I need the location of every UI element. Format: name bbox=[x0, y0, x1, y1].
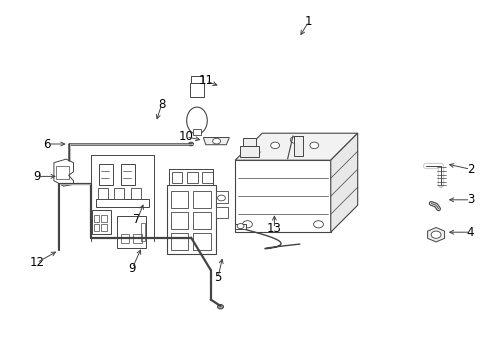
Text: 10: 10 bbox=[179, 130, 194, 143]
Circle shape bbox=[213, 138, 220, 144]
Bar bbox=[216, 207, 228, 218]
Bar bbox=[94, 215, 99, 222]
Bar bbox=[169, 169, 213, 185]
Circle shape bbox=[189, 142, 194, 146]
Text: 13: 13 bbox=[267, 222, 282, 235]
Bar bbox=[171, 191, 188, 208]
Circle shape bbox=[290, 137, 299, 143]
Circle shape bbox=[243, 221, 252, 228]
Circle shape bbox=[270, 142, 279, 149]
Polygon shape bbox=[203, 138, 229, 145]
Circle shape bbox=[251, 149, 260, 156]
Bar bbox=[121, 234, 129, 243]
Bar bbox=[172, 172, 182, 183]
Bar bbox=[114, 188, 124, 199]
Bar bbox=[92, 210, 111, 234]
Bar bbox=[56, 166, 69, 179]
Bar bbox=[235, 160, 331, 232]
Bar bbox=[193, 233, 211, 250]
Bar bbox=[94, 224, 99, 231]
Polygon shape bbox=[54, 159, 74, 186]
Bar bbox=[193, 191, 211, 208]
Text: 1: 1 bbox=[305, 15, 313, 28]
Bar bbox=[191, 76, 203, 83]
Polygon shape bbox=[235, 133, 358, 160]
Polygon shape bbox=[428, 228, 444, 242]
Circle shape bbox=[218, 305, 223, 309]
Bar bbox=[193, 212, 211, 229]
Bar bbox=[294, 136, 303, 156]
Bar bbox=[193, 129, 201, 135]
Bar bbox=[101, 224, 107, 231]
Text: 2: 2 bbox=[466, 163, 474, 176]
Circle shape bbox=[237, 224, 244, 229]
Text: 11: 11 bbox=[198, 75, 213, 87]
Text: 5: 5 bbox=[214, 271, 222, 284]
Polygon shape bbox=[331, 133, 358, 232]
Bar bbox=[101, 215, 107, 222]
Bar bbox=[190, 83, 204, 97]
Text: 9: 9 bbox=[33, 170, 41, 183]
Bar bbox=[167, 185, 216, 254]
Bar bbox=[243, 138, 256, 146]
Text: 4: 4 bbox=[466, 226, 474, 239]
Bar bbox=[133, 234, 142, 243]
Text: 3: 3 bbox=[466, 193, 474, 206]
Circle shape bbox=[218, 195, 225, 201]
Bar bbox=[99, 164, 113, 185]
Bar bbox=[117, 216, 146, 248]
Bar bbox=[216, 191, 228, 203]
Text: 9: 9 bbox=[128, 262, 136, 275]
Bar bbox=[171, 233, 188, 250]
Text: 12: 12 bbox=[29, 256, 44, 269]
Circle shape bbox=[310, 142, 319, 149]
Text: 8: 8 bbox=[158, 98, 166, 111]
Bar bbox=[240, 146, 259, 157]
Text: 7: 7 bbox=[133, 213, 141, 226]
Bar bbox=[121, 164, 135, 185]
Text: 6: 6 bbox=[43, 138, 50, 150]
Circle shape bbox=[431, 231, 441, 238]
Bar bbox=[187, 172, 198, 183]
Circle shape bbox=[314, 221, 323, 228]
Bar bbox=[131, 188, 141, 199]
Bar bbox=[202, 172, 213, 183]
Bar bbox=[171, 212, 188, 229]
Bar bbox=[96, 199, 149, 207]
Bar bbox=[141, 223, 145, 241]
Bar bbox=[235, 224, 246, 229]
Bar bbox=[98, 188, 108, 199]
